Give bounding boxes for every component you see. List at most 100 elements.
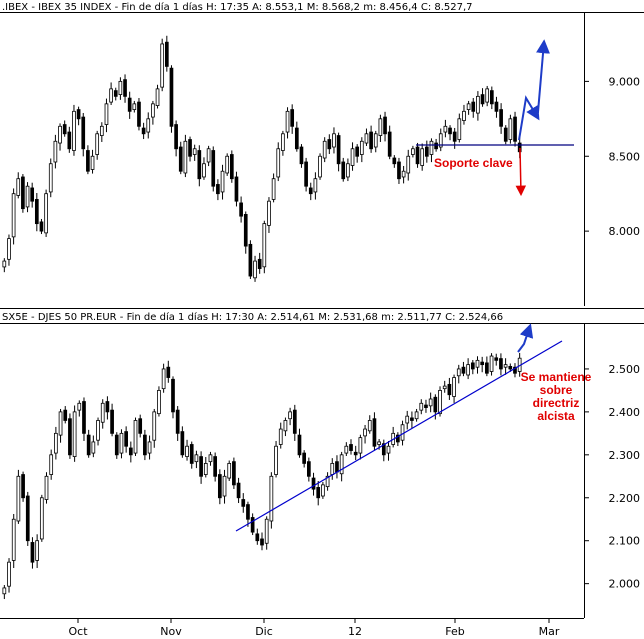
ibex-candle-body <box>401 170 406 178</box>
sx5e-candle <box>274 440 278 478</box>
ibex-candle <box>336 132 341 172</box>
sx5e-candle <box>91 435 96 458</box>
sx5e-candle <box>452 374 456 403</box>
ibex-candle-body <box>355 146 360 157</box>
sx5e-candle-body <box>2 587 7 595</box>
sx5e-candle <box>386 440 391 461</box>
ibex-candle <box>346 158 350 182</box>
sx5e-candle <box>246 501 250 527</box>
ibex-candle <box>276 142 281 182</box>
sx5e-candle <box>114 432 119 459</box>
sx5e-candle-body <box>400 424 405 441</box>
ibex-candle <box>39 218 44 235</box>
ibex-candle-body <box>99 125 104 136</box>
ibex-candle-body <box>383 116 387 135</box>
ibex-candle <box>401 165 406 184</box>
ibex-candle <box>239 196 243 223</box>
sx5e-label-line-4: alcista <box>537 409 575 423</box>
ibex-candle <box>21 174 25 213</box>
ibex-candle-body <box>174 124 178 150</box>
sx5e-candle-body <box>199 456 203 477</box>
ibex-candle-body <box>341 161 346 180</box>
ibex-candle <box>257 252 262 274</box>
sx5e-y-tick-label: 2.300 <box>609 449 641 462</box>
sx5e-candle <box>349 439 353 455</box>
sx5e-candle <box>208 451 213 466</box>
ibex-candle-body <box>48 163 53 193</box>
sx5e-candle-body <box>367 420 372 432</box>
sx5e-candle <box>124 426 128 453</box>
sx5e-candle-body <box>386 445 391 454</box>
sx5e-candle-body <box>480 361 485 366</box>
sx5e-candle-body <box>283 420 288 432</box>
ibex-candle <box>429 138 434 163</box>
sx5e-candle-body <box>499 358 503 370</box>
sx5e-candle-body <box>269 475 274 522</box>
sx5e-candle-body <box>35 540 39 561</box>
ibex-candle <box>81 112 86 157</box>
sx5e-y-tick-label: 2.400 <box>609 406 641 419</box>
sx5e-candle-body <box>147 441 152 454</box>
sx5e-candle <box>456 364 461 384</box>
sx5e-candle <box>30 537 35 569</box>
sx5e-candle-body <box>236 482 241 499</box>
ibex-candle <box>476 91 480 121</box>
ibex-candle-body <box>267 200 271 226</box>
ibex-candle <box>332 127 336 154</box>
sx5e-candle-body <box>227 463 232 479</box>
sx5e-panel: SX5E - DJES 50 PR.EUR - Fin de día 1 día… <box>0 311 644 618</box>
ibex-candle-body <box>234 176 239 202</box>
sx5e-candle-body <box>114 434 119 456</box>
sx5e-candle-body <box>475 359 480 368</box>
ibex-candle <box>438 128 443 152</box>
sx5e-candle-body <box>208 454 213 463</box>
ibex-candle <box>118 77 123 100</box>
ibex-candle-body <box>248 243 253 277</box>
sx5e-candle <box>367 415 372 434</box>
ibex-header: .IBEX - IBEX 35 INDEX - Fin de día 1 día… <box>2 1 473 13</box>
sx5e-candle <box>213 452 218 482</box>
sx5e-candle-body <box>503 364 508 368</box>
ibex-candle <box>281 130 285 156</box>
ibex-candle <box>188 136 192 162</box>
ibex-candle-body <box>30 187 35 202</box>
x-axis: Oct Nov Dic 12 Feb Mar <box>0 618 584 638</box>
sx5e-candle-body <box>157 390 161 415</box>
sx5e-candle <box>485 356 489 377</box>
sx5e-candle <box>152 408 157 448</box>
ibex-candle <box>448 125 452 141</box>
ibex-candle-body <box>350 148 355 166</box>
ibex-candle-body <box>62 124 67 135</box>
sx5e-candle-body <box>161 368 166 390</box>
sx5e-candle <box>292 404 297 441</box>
ibex-candle-body <box>392 157 397 165</box>
ibex-candle <box>308 182 313 201</box>
ibex-candle <box>178 141 183 175</box>
x-tick-label: Nov <box>160 625 182 638</box>
ibex-candle <box>406 149 411 181</box>
sx5e-candle-body <box>485 362 489 374</box>
sx5e-candle <box>283 417 288 437</box>
sx5e-candle-body <box>456 368 461 377</box>
sx5e-candle-body <box>96 420 100 441</box>
ibex-candle-body <box>160 43 165 88</box>
ibex-candle <box>48 158 53 198</box>
sx5e-candle <box>16 469 21 524</box>
ibex-candle-body <box>438 133 443 148</box>
sx5e-candle <box>513 363 517 378</box>
sx5e-candle <box>278 422 283 449</box>
ibex-candle-body <box>462 110 466 121</box>
ibex-candle <box>513 111 517 147</box>
sx5e-candle-body <box>396 434 400 443</box>
sx5e-candle-body <box>278 428 283 445</box>
ibex-candle-body <box>336 135 341 165</box>
sx5e-candle <box>489 353 494 376</box>
x-tick-label: 12 <box>348 625 362 638</box>
ibex-candle-body <box>285 110 290 133</box>
sx5e-candle <box>344 442 349 456</box>
sx5e-candle-body <box>82 401 86 434</box>
ibex-candle <box>420 143 425 171</box>
sx5e-candle <box>147 435 152 460</box>
sx5e-candle-body <box>377 441 381 445</box>
ibex-candle-body <box>53 140 58 163</box>
